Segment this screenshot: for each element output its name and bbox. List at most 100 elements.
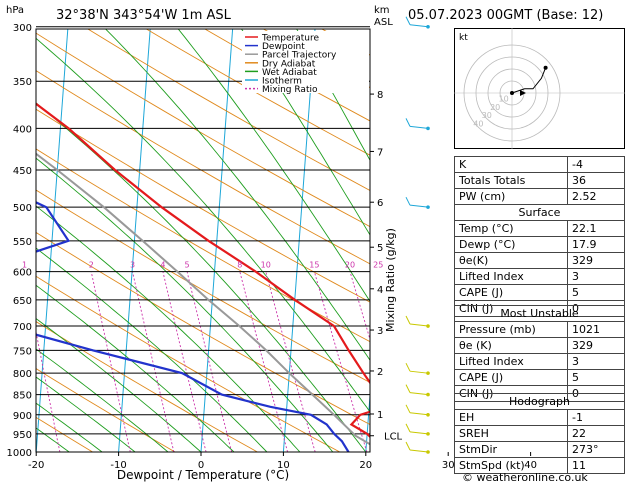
isotherm: [118, 29, 151, 452]
wet-adiabat: [36, 376, 136, 452]
row-label: θe (K): [454, 337, 568, 354]
pressure-tick-900: 900: [13, 411, 32, 422]
pressure-axis: 300 350 400 450 500 550 600 650 700 750 800 850 900 9…: [7, 23, 370, 459]
mixing-ratio-label-8: 8: [237, 261, 242, 270]
table-row: PW (cm) 2.52: [454, 188, 625, 205]
row-label: Totals Totals: [454, 172, 568, 189]
km-label: km: [374, 5, 390, 16]
row-value: 36: [567, 172, 625, 189]
table-title: Most Unstable: [454, 305, 625, 322]
copyright: © weatheronline.co.uk: [462, 471, 588, 484]
isotherm: [282, 29, 316, 452]
surface-table: Surface Temp (°C) 22.1 Dewp (°C) 17.9 θe(K) 32…: [454, 204, 625, 317]
km-tick-1: 1: [377, 410, 383, 421]
series-parcel-trajectory: [36, 152, 370, 446]
row-value: 5: [567, 369, 625, 386]
wind-barb-flag: [405, 196, 411, 206]
mixing-ratio-line: [90, 271, 131, 452]
row-label: Pressure (mb): [454, 321, 568, 338]
most-unstable-panel: Most Unstable Pressure (mb) 1021 θe (K) 329 L…: [454, 305, 625, 402]
pressure-tick-550: 550: [13, 237, 32, 248]
wind-barb: [409, 370, 429, 374]
table-row: CAPE (J) 5: [454, 369, 625, 386]
pressure-tick-750: 750: [13, 346, 32, 357]
row-value: 22: [567, 425, 625, 442]
mixing-ratio-label-1: 1: [22, 261, 27, 270]
pressure-tick-350: 350: [13, 77, 32, 88]
table-row: Lifted Index 3: [454, 268, 625, 285]
wind-barb: [409, 412, 429, 416]
km-tick-2: 2: [377, 367, 383, 378]
x-tick-0: 0: [198, 460, 204, 471]
most-unstable-table: Most Unstable Pressure (mb) 1021 θe (K) 329 L…: [454, 305, 625, 402]
hodo-ring-label-20: 20: [490, 103, 500, 112]
wind-barb-flag: [405, 16, 411, 25]
asl-label: ASL: [374, 17, 393, 28]
mixing-ratio-line: [239, 271, 289, 452]
table-row: θe(K) 329: [454, 252, 625, 269]
table-row: SREH 22: [454, 425, 625, 442]
wind-barb-dot: [426, 450, 430, 454]
km-tick-4: 4: [377, 285, 383, 296]
table-row: Totals Totals 36: [454, 172, 625, 189]
dry-adiabat: [36, 70, 370, 265]
pressure-tick-1000: 1000: [7, 448, 32, 459]
wind-barb-flag: [405, 315, 411, 325]
wind-barb: [409, 449, 429, 453]
wind-barb: [409, 323, 429, 327]
x-tick--10: -10: [110, 460, 126, 471]
wind-barb-dot: [426, 324, 430, 328]
legend-dewpoint: Dewpoint: [262, 42, 305, 52]
row-label: StmDir: [454, 441, 568, 458]
wind-barb: [409, 392, 429, 396]
row-value: 17.9: [567, 236, 625, 253]
table-row: CAPE (J) 5: [454, 284, 625, 301]
dry-adiabat: [87, 29, 370, 191]
pressure-tick-500: 500: [13, 203, 32, 214]
wind-barb-flag: [405, 384, 411, 393]
series-temperature: [36, 102, 370, 439]
mixing-ratio-line: [313, 271, 368, 452]
table-row: Lifted Index 3: [454, 353, 625, 370]
row-label: EH: [454, 409, 568, 426]
row-value: 22.1: [567, 220, 625, 237]
pressure-tick-850: 850: [13, 391, 32, 402]
row-value: 329: [567, 252, 625, 269]
pressure-tick-300: 300: [13, 23, 32, 34]
mixing-ratio-labels: 1 2 3 4 5 8 10 15 20 25: [22, 261, 383, 270]
wind-barb-dot: [426, 126, 430, 131]
mixing-ratio-label-10: 10: [261, 261, 271, 270]
table-title: Hodograph: [454, 393, 625, 410]
series-dewpoint: [36, 201, 350, 452]
row-label: K: [454, 156, 568, 173]
legend-box: [242, 31, 369, 93]
wind-barbs: [405, 16, 430, 454]
pressure-tick-950: 950: [13, 430, 32, 441]
table-row: Dewp (°C) 17.9: [454, 236, 625, 253]
wind-barb-flag: [405, 441, 411, 451]
wind-barb-dot: [426, 432, 430, 436]
x-tick-20: 20: [359, 460, 372, 471]
table-row: θe (K) 329: [454, 337, 625, 354]
profile-lines: [36, 102, 370, 452]
mixing-ratio-label-4: 4: [160, 261, 165, 270]
table-row: K -4: [454, 156, 625, 173]
legend-temperature: Temperature: [261, 34, 319, 44]
row-value: -1: [567, 409, 625, 426]
x-axis-title: Dewpoint / Temperature (°C): [117, 468, 289, 482]
hodograph-unit: kt: [459, 33, 468, 43]
isotherm: [36, 29, 69, 452]
km-tick-5: 5: [377, 243, 383, 254]
hodo-ring-label-10: 10: [499, 94, 509, 103]
hodo-ring-label-30: 30: [482, 111, 492, 120]
row-value: 329: [567, 337, 625, 354]
dry-adiabat: [145, 29, 370, 156]
wind-barb-dot: [426, 24, 430, 29]
table-row: StmSpd (kt) 11: [454, 457, 625, 474]
pressure-tick-400: 400: [13, 124, 32, 135]
hodo-start-dot: [510, 91, 514, 95]
row-value: 3: [567, 268, 625, 285]
